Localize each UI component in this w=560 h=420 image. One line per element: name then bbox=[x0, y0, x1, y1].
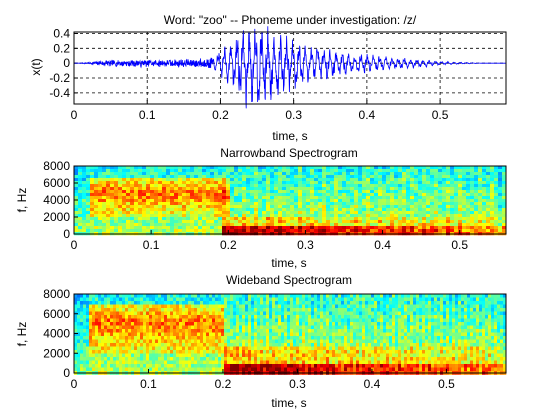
y-tick-label: 2000 bbox=[43, 346, 70, 360]
waveform-xlabel: time, s bbox=[272, 129, 307, 143]
x-tick-label: 0.4 bbox=[359, 108, 376, 122]
x-tick-label: 0.5 bbox=[451, 238, 468, 252]
x-tick-label: 0.3 bbox=[289, 377, 306, 391]
wideband-title: Wideband Spectrogram bbox=[226, 273, 352, 287]
x-tick-label: 0.1 bbox=[143, 238, 160, 252]
x-tick-label: 0 bbox=[71, 108, 78, 122]
spectrogram-image bbox=[74, 294, 507, 375]
y-tick-label: 4000 bbox=[43, 327, 70, 341]
x-tick-label: 0.4 bbox=[364, 377, 381, 391]
spectrogram-image bbox=[74, 166, 507, 236]
narrowband-xlabel: time, s bbox=[271, 256, 306, 270]
x-tick-label: 0 bbox=[71, 238, 78, 252]
y-tick-label: -0.2 bbox=[49, 71, 70, 85]
wideband-xlabel: time, s bbox=[271, 396, 306, 410]
x-tick-label: 0.5 bbox=[438, 377, 455, 391]
y-tick-label: 0 bbox=[63, 366, 70, 380]
x-tick-label: 0 bbox=[71, 377, 78, 391]
y-tick-label: 8000 bbox=[43, 287, 70, 301]
waveform-plot: Word: "zoo" -- Phoneme under investigati… bbox=[29, 13, 507, 143]
waveform-ylabel: x(t) bbox=[29, 58, 43, 75]
x-tick-label: 0.1 bbox=[140, 377, 157, 391]
narrowband-title: Narrowband Spectrogram bbox=[220, 146, 357, 160]
x-tick-label: 0.5 bbox=[432, 108, 449, 122]
wideband-ylabel: f, Hz bbox=[15, 322, 29, 347]
plot-frame bbox=[73, 293, 507, 374]
y-tick-label: 0 bbox=[63, 227, 70, 241]
y-tick-label: 0.2 bbox=[53, 41, 70, 55]
y-tick-label: 6000 bbox=[43, 307, 70, 321]
x-tick-label: 0.2 bbox=[220, 238, 237, 252]
narrowband-spectrogram: Narrowband Spectrogram f, Hz time, s 0 0.… bbox=[15, 146, 507, 270]
plot-frame bbox=[73, 165, 507, 235]
x-tick-label: 0.2 bbox=[215, 377, 232, 391]
y-tick-label: 0.4 bbox=[53, 26, 70, 40]
x-tick-label: 0.3 bbox=[297, 238, 314, 252]
wideband-spectrogram: Wideband Spectrogram f, Hz time, s 0 0.1 0… bbox=[15, 273, 507, 410]
narrowband-ylabel: f, Hz bbox=[15, 188, 29, 213]
y-tick-label: 0 bbox=[63, 56, 70, 70]
x-tick-label: 0.1 bbox=[139, 108, 156, 122]
x-tick-label: 0.3 bbox=[285, 108, 302, 122]
y-tick-label: 8000 bbox=[43, 159, 70, 173]
waveform-series-line bbox=[74, 26, 506, 109]
plot-frame-top bbox=[73, 31, 507, 105]
y-tick-label: 2000 bbox=[43, 210, 70, 224]
waveform-title: Word: "zoo" -- Phoneme under investigati… bbox=[164, 13, 417, 27]
x-tick-label: 0.2 bbox=[212, 108, 229, 122]
y-tick-label: 4000 bbox=[43, 193, 70, 207]
y-tick-label: 6000 bbox=[43, 176, 70, 190]
y-tick-label: -0.4 bbox=[49, 86, 70, 100]
x-tick-label: 0.4 bbox=[374, 238, 391, 252]
